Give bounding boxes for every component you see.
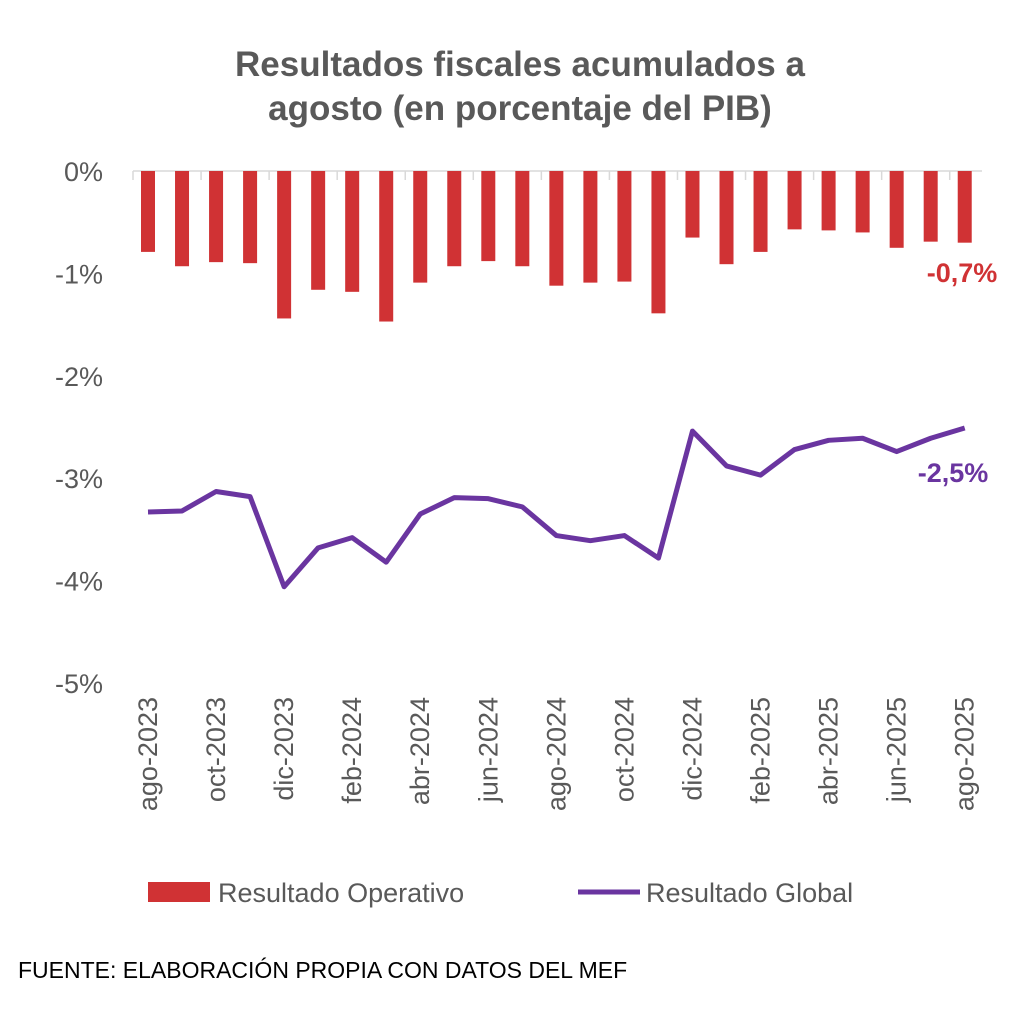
bar-jul-2024 bbox=[515, 171, 530, 267]
chart-title-line-1: Resultados fiscales acumulados a bbox=[235, 45, 805, 84]
x-tick-label: ago-2024 bbox=[541, 697, 571, 811]
x-tick-label: oct-2024 bbox=[609, 697, 639, 802]
bar-may-2025 bbox=[855, 171, 870, 233]
bar-abr-2024 bbox=[413, 171, 428, 283]
x-tick-label: feb-2024 bbox=[337, 697, 367, 804]
y-tick-label: -3% bbox=[55, 464, 103, 494]
x-tick-label: jun-2025 bbox=[882, 697, 912, 803]
y-tick-label: 0% bbox=[64, 157, 103, 187]
x-tick-label: jun-2024 bbox=[473, 697, 503, 803]
y-tick-label: -1% bbox=[55, 259, 103, 289]
bar-oct-2023 bbox=[209, 171, 224, 263]
bar-oct-2024 bbox=[617, 171, 632, 282]
bar-jun-2025 bbox=[889, 171, 904, 248]
bar-sep-2024 bbox=[583, 171, 598, 283]
bar-ago-2024 bbox=[549, 171, 564, 286]
bar-dic-2023 bbox=[277, 171, 292, 319]
x-tick-label: feb-2025 bbox=[746, 697, 776, 804]
bar-ene-2024 bbox=[311, 171, 326, 290]
bar-dic-2024 bbox=[685, 171, 700, 238]
x-tick-label: oct-2023 bbox=[201, 697, 231, 802]
x-tick-label: ago-2023 bbox=[133, 697, 163, 811]
legend-label-global: Resultado Global bbox=[646, 878, 853, 908]
bar-ago-2023 bbox=[141, 171, 155, 252]
x-tick-label: dic-2023 bbox=[269, 697, 299, 801]
x-tick-label: abr-2025 bbox=[814, 697, 844, 805]
bar-feb-2025 bbox=[753, 171, 768, 252]
bar-mar-2025 bbox=[787, 171, 802, 230]
y-tick-label: -2% bbox=[55, 362, 103, 392]
x-tick-label: ago-2025 bbox=[950, 697, 980, 811]
bar-ene-2025 bbox=[719, 171, 734, 265]
x-tick-label: abr-2024 bbox=[405, 697, 435, 805]
bar-mar-2024 bbox=[379, 171, 394, 322]
bar-sep-2023 bbox=[175, 171, 190, 267]
source-note: FUENTE: ELABORACIÓN PROPIA CON DATOS DEL… bbox=[18, 957, 627, 983]
chart-title-line-2: agosto (en porcentaje del PIB) bbox=[268, 89, 772, 128]
line-end-label: -2,5% bbox=[918, 458, 989, 488]
legend-bar-swatch bbox=[148, 882, 210, 902]
bar-may-2024 bbox=[447, 171, 462, 267]
y-tick-label: -5% bbox=[55, 669, 103, 699]
bar-end-label: -0,7% bbox=[927, 258, 998, 288]
bar-abr-2025 bbox=[821, 171, 836, 231]
y-tick-label: -4% bbox=[55, 567, 103, 597]
x-tick-label: dic-2024 bbox=[677, 697, 707, 801]
bar-ago-2025 bbox=[957, 171, 972, 243]
bar-feb-2024 bbox=[345, 171, 360, 292]
bar-nov-2023 bbox=[243, 171, 258, 264]
bar-jun-2024 bbox=[481, 171, 496, 262]
bar-nov-2024 bbox=[651, 171, 666, 314]
line-resultado-global bbox=[147, 425, 966, 590]
legend-label-operativo: Resultado Operativo bbox=[218, 878, 464, 908]
bar-jul-2025 bbox=[923, 171, 938, 242]
